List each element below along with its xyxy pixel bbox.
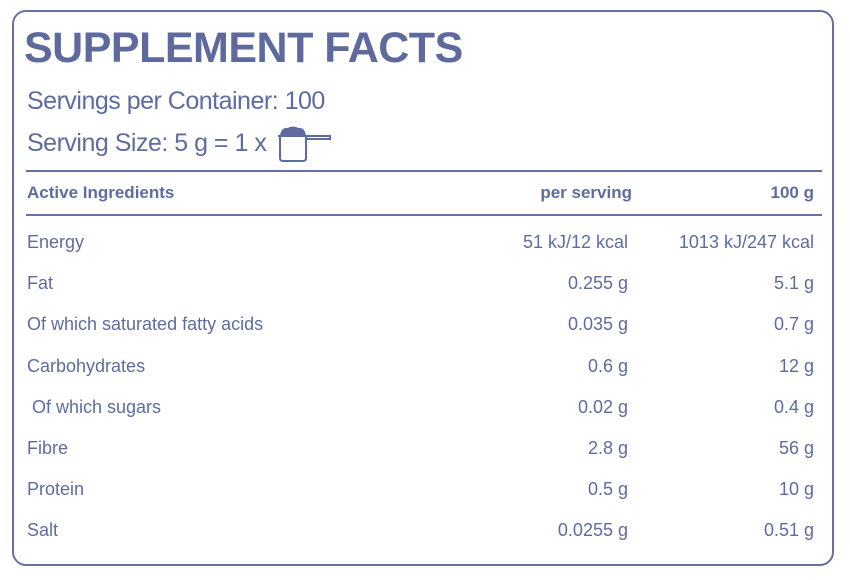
per-serving-value: 0.02 g — [577, 396, 628, 417]
per-serving-value: 0.0255 g — [557, 520, 628, 541]
per-100g-value: 5.1 g — [773, 273, 814, 294]
per-serving-value: 0.035 g — [567, 314, 628, 335]
per-serving-value: 51 kJ/12 kcal — [522, 232, 628, 252]
per-serving-value: 2.8 g — [587, 438, 628, 458]
per-100g-value: 1013 kJ/247 kcal — [678, 232, 814, 252]
header-ingredients: Active Ingredients — [27, 183, 175, 202]
per-100g-value: 0.51 g — [763, 520, 814, 541]
per-100g-value: 12 g — [778, 355, 814, 376]
panel-title: SUPPLEMENT FACTS — [24, 24, 463, 72]
ingredient-name: Salt — [27, 520, 59, 541]
table-row: Energy 51 kJ/12 kcal 1013 kJ/247 kcal — [0, 232, 850, 262]
ingredient-name: Fibre — [27, 438, 69, 458]
per-serving-value: 0.6 g — [587, 355, 628, 376]
servings-per-container: Servings per Container: 100 — [27, 87, 325, 115]
table-row: Fibre 2.8 g 56 g — [0, 438, 850, 468]
table-row: Salt 0.0255 g 0.51 g — [0, 520, 850, 550]
per-100g-value: 0.7 g — [773, 314, 814, 335]
per-100g-value: 0.4 g — [773, 396, 814, 417]
supplement-facts-panel — [12, 10, 834, 566]
divider — [26, 170, 822, 172]
ingredient-name: Of which sugars — [27, 396, 162, 417]
per-100g-value: 56 g — [778, 438, 814, 458]
ingredient-name: Of which saturated fatty acids — [27, 314, 264, 335]
ingredient-name: Energy — [27, 232, 85, 252]
per-serving-value: 0.255 g — [567, 273, 628, 294]
scoop-icon — [278, 126, 332, 162]
table-row: Of which saturated fatty acids 0.035 g 0.7… — [0, 314, 850, 344]
header-100g: 100 g — [770, 183, 814, 202]
serving-size-line: Serving Size: 5 g = 1 x — [27, 124, 332, 162]
ingredient-name: Protein — [27, 479, 85, 500]
per-100g-value: 10 g — [778, 479, 814, 500]
table-row: Fat 0.255 g 5.1 g — [0, 273, 850, 303]
divider — [26, 214, 822, 216]
table-row: Protein 0.5 g 10 g — [0, 479, 850, 509]
table-row: Carbohydrates 0.6 g 12 g — [0, 356, 850, 386]
table-row: Of which sugars 0.02 g 0.4 g — [0, 397, 850, 427]
header-per-serving: per serving — [540, 183, 632, 202]
ingredient-name: Carbohydrates — [27, 355, 146, 376]
ingredient-name: Fat — [27, 273, 54, 294]
per-serving-value: 0.5 g — [587, 479, 628, 500]
serving-size: Serving Size: 5 g = 1 x — [27, 128, 267, 157]
